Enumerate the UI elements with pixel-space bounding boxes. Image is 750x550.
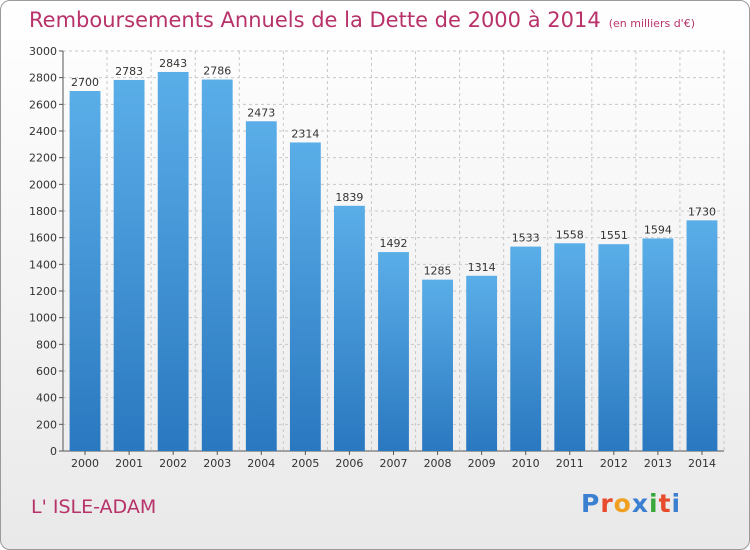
x-tick-label-2003: 2003 xyxy=(203,457,231,470)
data-label-2009: 1314 xyxy=(468,261,496,274)
y-tick-label: 2800 xyxy=(29,72,57,85)
y-tick-label: 2400 xyxy=(29,125,57,138)
proxiti-logo[interactable]: Proxiti xyxy=(581,489,681,518)
data-label-2012: 1551 xyxy=(600,229,628,242)
data-label-2006: 1839 xyxy=(335,191,363,204)
bar-2003[interactable] xyxy=(201,79,233,452)
bar-2004[interactable] xyxy=(245,121,277,452)
data-label-2002: 2843 xyxy=(159,57,187,70)
x-tick-label-2000: 2000 xyxy=(71,457,99,470)
bar-2001[interactable] xyxy=(113,79,145,451)
y-tick-label: 1800 xyxy=(29,205,57,218)
x-tick-label-2009: 2009 xyxy=(468,457,496,470)
data-label-2005: 2314 xyxy=(291,127,319,140)
x-tick-label-2010: 2010 xyxy=(512,457,540,470)
data-label-2010: 1533 xyxy=(512,232,540,245)
y-tick-label: 1000 xyxy=(29,312,57,325)
data-label-2004: 2473 xyxy=(247,106,275,119)
bar-2011[interactable] xyxy=(554,243,586,451)
y-tick-label: 0 xyxy=(50,445,57,458)
logo-letter: r xyxy=(600,489,614,518)
bar-2012[interactable] xyxy=(598,244,630,451)
y-tick-label: 2000 xyxy=(29,178,57,191)
data-label-2014: 1730 xyxy=(688,205,716,218)
data-label-2007: 1492 xyxy=(380,237,408,250)
y-tick-label: 400 xyxy=(36,392,57,405)
data-label-2013: 1594 xyxy=(644,223,672,236)
data-label-2001: 2783 xyxy=(115,65,143,78)
y-tick-label: 1600 xyxy=(29,232,57,245)
logo-letter: P xyxy=(581,489,601,518)
x-tick-label-2008: 2008 xyxy=(424,457,452,470)
logo-letter: i xyxy=(671,489,682,518)
town-name: L' ISLE-ADAM xyxy=(31,496,157,518)
logo-letter: o xyxy=(613,489,632,518)
y-tick-label: 600 xyxy=(36,365,57,378)
chart-subtitle: (en milliers d'€) xyxy=(608,17,695,30)
logo-letter: i xyxy=(649,489,659,518)
data-label-2000: 2700 xyxy=(71,76,99,89)
data-label-2003: 2786 xyxy=(203,65,231,78)
bar-2013[interactable] xyxy=(642,238,674,451)
bar-2009[interactable] xyxy=(466,275,498,451)
x-tick-label-2006: 2006 xyxy=(335,457,363,470)
bar-2000[interactable] xyxy=(69,91,101,451)
bar-2005[interactable] xyxy=(289,142,321,451)
x-tick-label-2001: 2001 xyxy=(115,457,143,470)
bar-2006[interactable] xyxy=(334,205,365,451)
y-tick-label: 2600 xyxy=(29,98,57,111)
y-tick-label: 1200 xyxy=(29,285,57,298)
y-tick-label: 3000 xyxy=(29,45,57,58)
bar-2010[interactable] xyxy=(510,246,542,451)
chart-title: Remboursements Annuels de la Dette de 20… xyxy=(29,8,695,32)
bar-2002[interactable] xyxy=(157,71,189,451)
y-tick-label: 2200 xyxy=(29,152,57,165)
x-tick-label-2012: 2012 xyxy=(600,457,628,470)
bar-2008[interactable] xyxy=(422,279,453,451)
logo-letter: t xyxy=(658,489,672,518)
x-tick-label-2007: 2007 xyxy=(380,457,408,470)
bar-2007[interactable] xyxy=(378,252,409,451)
chart-title-text: Remboursements Annuels de la Dette de 20… xyxy=(29,8,601,32)
logo-letter: x xyxy=(631,489,649,518)
x-tick-label-2011: 2011 xyxy=(556,457,584,470)
x-tick-label-2004: 2004 xyxy=(247,457,275,470)
bar-2014[interactable] xyxy=(686,220,718,451)
y-tick-label: 200 xyxy=(36,418,57,431)
y-tick-label: 800 xyxy=(36,338,57,351)
y-tick-label: 1400 xyxy=(29,258,57,271)
x-tick-label-2002: 2002 xyxy=(159,457,187,470)
x-tick-label-2013: 2013 xyxy=(644,457,672,470)
x-tick-label-2014: 2014 xyxy=(688,457,716,470)
data-label-2008: 1285 xyxy=(424,265,452,278)
x-tick-label-2005: 2005 xyxy=(291,457,319,470)
data-label-2011: 1558 xyxy=(556,228,584,241)
